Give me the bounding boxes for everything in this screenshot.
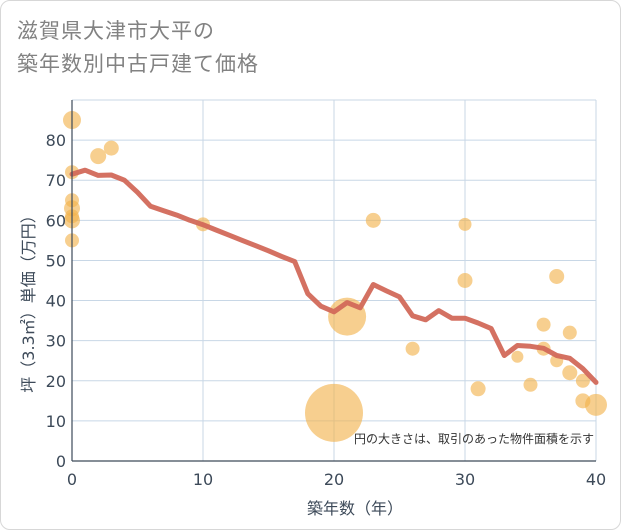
y-tick-label: 60 [46, 211, 66, 230]
data-point-bubble [365, 212, 381, 228]
y-tick-label: 50 [46, 251, 66, 270]
data-point-bubble [575, 373, 590, 388]
data-point-bubble [523, 377, 538, 392]
x-axis-label: 築年数（年） [307, 499, 403, 518]
data-point-bubble [405, 341, 420, 356]
data-point-bubble [511, 350, 524, 363]
y-tick-label: 20 [46, 372, 66, 391]
data-point-bubble [90, 148, 107, 165]
data-point-bubble [470, 381, 486, 397]
y-tick-label: 30 [46, 332, 66, 351]
trend-line [69, 167, 599, 385]
x-tick-label: 20 [324, 470, 344, 489]
bubble-size-note: 円の大きさは、取引のあった物件面積を示す [354, 431, 594, 446]
chart-title: 滋賀県大津市大平の 築年数別中古戸建て価格 [17, 15, 259, 81]
x-tick-label: 40 [586, 470, 606, 489]
y-tick-label: 10 [46, 412, 66, 431]
data-point-bubble [103, 140, 119, 156]
x-tick-label: 30 [455, 470, 475, 489]
transaction-bubbles [63, 111, 607, 442]
chart-title-line-1: 滋賀県大津市大平の [17, 19, 215, 43]
y-axis-label: 坪（3.3㎡）単価（万円） [19, 207, 38, 392]
y-tick-label: 70 [46, 171, 66, 190]
data-point-bubble [457, 273, 473, 288]
data-point-bubble [549, 268, 565, 284]
x-tick-label: 0 [67, 470, 77, 489]
chart-title-line-2: 築年数別中古戸建て価格 [17, 52, 259, 76]
y-tick-label: 40 [46, 292, 66, 311]
data-point-bubble [562, 365, 578, 381]
data-point-bubble [305, 383, 363, 442]
data-point-bubble [585, 393, 607, 416]
data-point-bubble [458, 217, 472, 231]
x-tick-label: 10 [193, 470, 213, 489]
data-point-bubble [562, 325, 577, 340]
y-tick-label: 0 [56, 452, 66, 471]
average-trend [69, 167, 599, 385]
data-point-bubble [536, 317, 551, 332]
axes: 0 10 20 30 40 0 10 20 30 40 50 60 70 80 [46, 100, 606, 489]
y-tick-label: 80 [46, 131, 66, 150]
